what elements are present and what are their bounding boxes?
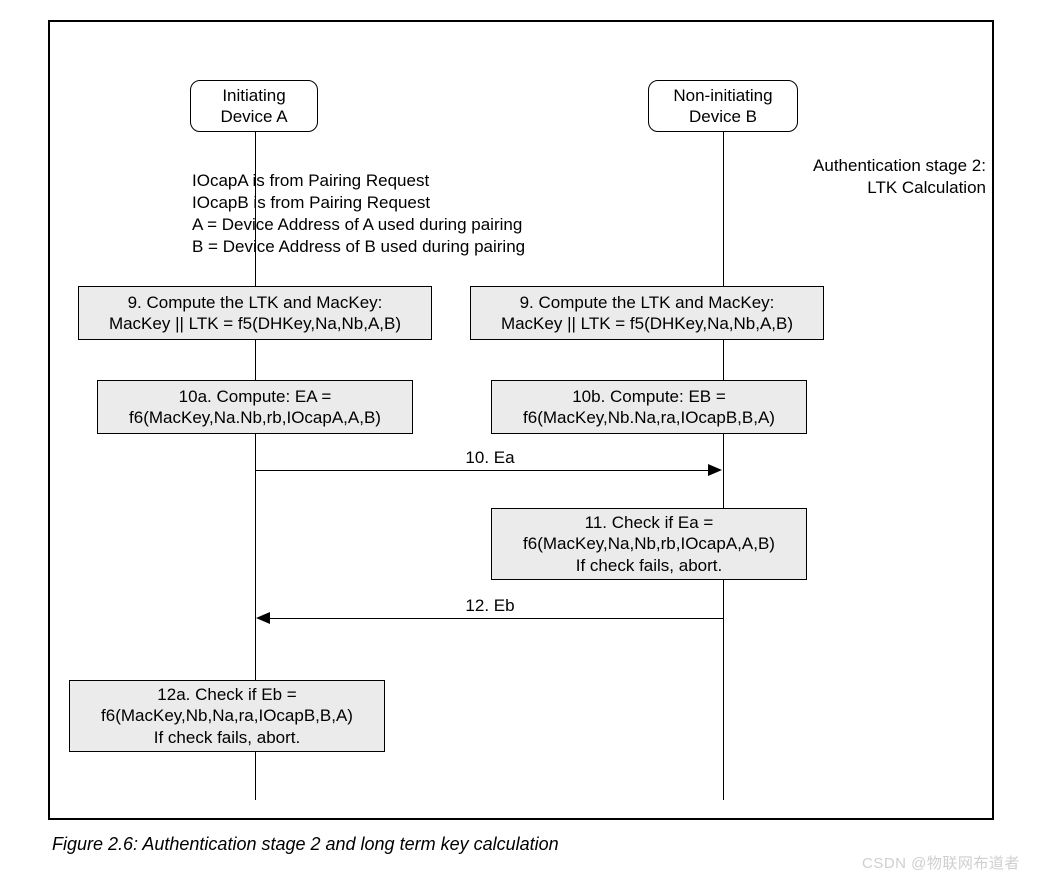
msg-12-line xyxy=(270,618,724,619)
actor-a: Initiating Device A xyxy=(190,80,318,132)
figure-caption: Figure 2.6: Authentication stage 2 and l… xyxy=(52,834,559,855)
step-12a-l1: 12a. Check if Eb = xyxy=(157,684,296,705)
step-9a: 9. Compute the LTK and MacKey: MacKey ||… xyxy=(78,286,432,340)
step-11-l1: 11. Check if Ea = xyxy=(585,512,714,533)
note-left-l4: B = Device Address of B used during pair… xyxy=(192,236,632,258)
actor-b-line1: Non-initiating xyxy=(673,85,772,106)
step-12a-l2: f6(MacKey,Nb,Na,ra,IOcapB,B,A) xyxy=(101,705,353,726)
note-right-l2: LTK Calculation xyxy=(770,177,986,199)
step-10b-l1: 10b. Compute: EB = xyxy=(572,386,726,407)
note-left-l3: A = Device Address of A used during pair… xyxy=(192,214,632,236)
step-11-l3: If check fails, abort. xyxy=(576,555,722,576)
step-9a-l1: 9. Compute the LTK and MacKey: xyxy=(128,292,383,313)
msg-10-label: 10. Ea xyxy=(440,448,540,468)
note-left-l2: IOcapB is from Pairing Request xyxy=(192,192,632,214)
lifeline-b xyxy=(723,132,724,800)
actor-a-line2: Device A xyxy=(220,106,287,127)
step-11-l2: f6(MacKey,Na,Nb,rb,IOcapA,A,B) xyxy=(523,533,775,554)
note-right-l1: Authentication stage 2: xyxy=(770,155,986,177)
actor-a-line1: Initiating xyxy=(222,85,285,106)
step-9b: 9. Compute the LTK and MacKey: MacKey ||… xyxy=(470,286,824,340)
note-left: IOcapA is from Pairing Request IOcapB is… xyxy=(192,170,632,258)
note-right: Authentication stage 2: LTK Calculation xyxy=(770,155,986,199)
step-9b-l1: 9. Compute the LTK and MacKey: xyxy=(520,292,775,313)
actor-b: Non-initiating Device B xyxy=(648,80,798,132)
step-10b-l2: f6(MacKey,Nb.Na,ra,IOcapB,B,A) xyxy=(523,407,775,428)
step-12a: 12a. Check if Eb = f6(MacKey,Nb,Na,ra,IO… xyxy=(69,680,385,752)
watermark-text: CSDN @物联网布道者 xyxy=(862,852,1020,873)
step-12a-l3: If check fails, abort. xyxy=(154,727,300,748)
step-9b-l2: MacKey || LTK = f5(DHKey,Na,Nb,A,B) xyxy=(501,313,793,334)
step-10a: 10a. Compute: EA = f6(MacKey,Na.Nb,rb,IO… xyxy=(97,380,413,434)
msg-12-label: 12. Eb xyxy=(440,596,540,616)
step-9a-l2: MacKey || LTK = f5(DHKey,Na,Nb,A,B) xyxy=(109,313,401,334)
diagram-canvas: Initiating Device A Non-initiating Devic… xyxy=(0,0,1047,881)
actor-b-line2: Device B xyxy=(689,106,757,127)
msg-10-arrowhead xyxy=(708,464,722,476)
step-10a-l2: f6(MacKey,Na.Nb,rb,IOcapA,A,B) xyxy=(129,407,381,428)
msg-12-arrowhead xyxy=(256,612,270,624)
msg-10-line xyxy=(256,470,710,471)
note-left-l1: IOcapA is from Pairing Request xyxy=(192,170,632,192)
step-11: 11. Check if Ea = f6(MacKey,Na,Nb,rb,IOc… xyxy=(491,508,807,580)
step-10a-l1: 10a. Compute: EA = xyxy=(179,386,332,407)
step-10b: 10b. Compute: EB = f6(MacKey,Nb.Na,ra,IO… xyxy=(491,380,807,434)
